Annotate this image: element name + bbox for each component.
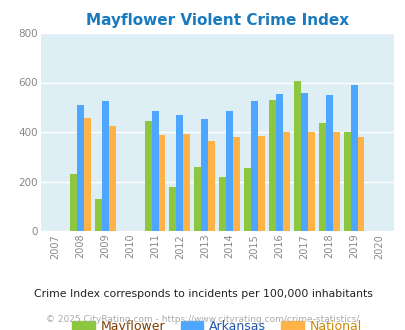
Bar bbox=[144, 121, 151, 231]
Bar bbox=[332, 132, 339, 231]
Bar bbox=[109, 126, 115, 231]
Bar bbox=[300, 93, 307, 231]
Bar bbox=[102, 101, 109, 231]
Bar bbox=[243, 168, 250, 231]
Bar bbox=[226, 111, 232, 231]
Bar bbox=[282, 132, 289, 231]
Bar bbox=[95, 199, 102, 231]
Bar bbox=[293, 81, 300, 231]
Bar bbox=[275, 94, 282, 231]
Bar bbox=[232, 137, 239, 231]
Text: © 2025 CityRating.com - https://www.cityrating.com/crime-statistics/: © 2025 CityRating.com - https://www.city… bbox=[46, 315, 359, 324]
Bar bbox=[151, 111, 158, 231]
Title: Mayflower Violent Crime Index: Mayflower Violent Crime Index bbox=[85, 13, 348, 28]
Bar bbox=[169, 187, 176, 231]
Bar bbox=[257, 136, 264, 231]
Bar bbox=[158, 135, 165, 231]
Bar bbox=[201, 119, 208, 231]
Bar bbox=[194, 167, 201, 231]
Bar bbox=[307, 132, 314, 231]
Bar bbox=[176, 115, 183, 231]
Bar bbox=[350, 85, 357, 231]
Bar bbox=[250, 101, 257, 231]
Bar bbox=[325, 95, 332, 231]
Bar bbox=[84, 118, 91, 231]
Bar bbox=[268, 100, 275, 231]
Bar bbox=[77, 105, 84, 231]
Bar bbox=[219, 177, 226, 231]
Text: Crime Index corresponds to incidents per 100,000 inhabitants: Crime Index corresponds to incidents per… bbox=[34, 289, 371, 299]
Legend: Mayflower, Arkansas, National: Mayflower, Arkansas, National bbox=[72, 320, 361, 330]
Bar bbox=[318, 123, 325, 231]
Bar bbox=[208, 141, 215, 231]
Bar bbox=[70, 174, 77, 231]
Bar bbox=[357, 137, 364, 231]
Bar bbox=[343, 132, 350, 231]
Bar bbox=[183, 135, 190, 231]
